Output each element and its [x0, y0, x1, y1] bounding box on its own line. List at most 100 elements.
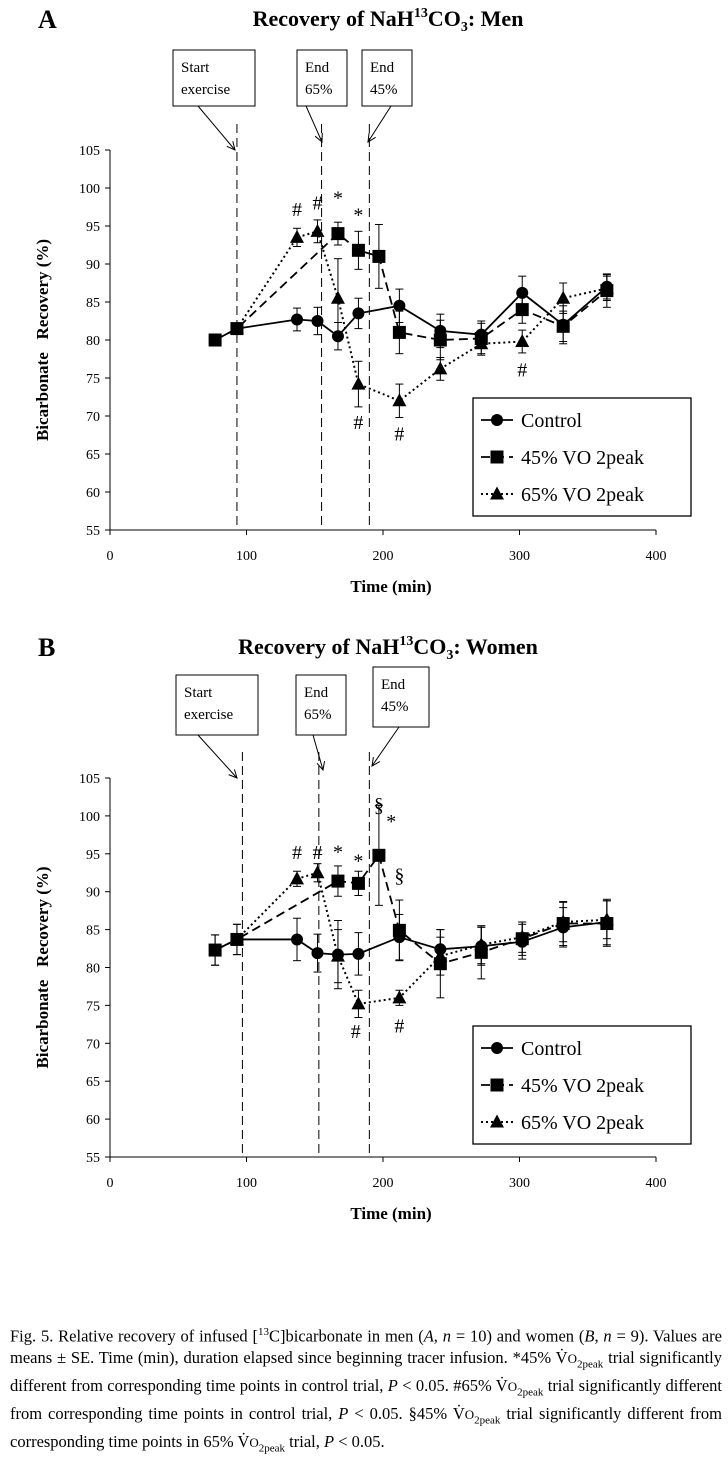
significance-mark: #	[292, 842, 302, 864]
data-point	[290, 229, 305, 243]
data-point	[310, 865, 325, 879]
series-line	[214, 232, 608, 341]
chart-women: B Recovery of NaH13CO3: Women 55 60 65 70 75 80…	[33, 633, 692, 1223]
series-square	[208, 221, 614, 361]
y-axis-label-word: Bicarbonate	[33, 979, 52, 1068]
caption-part: trial significantly different from corre…	[10, 1347, 722, 1395]
data-point	[208, 943, 222, 957]
event-label-box	[361, 49, 413, 107]
legend-label: Control	[521, 1038, 583, 1060]
y-axis-label-gap	[33, 967, 52, 980]
title-part: 13	[399, 634, 413, 649]
y-axis-label-word: Recovery (%)	[33, 866, 52, 967]
legend-entry: Control	[481, 410, 583, 432]
y-tick-label: 100	[79, 182, 100, 197]
caption-part: n	[442, 1326, 451, 1346]
chart-men: A Recovery of NaH13CO3: Men 55 60 65 70 75 80 85…	[33, 5, 692, 596]
data-point	[556, 290, 571, 304]
y-axis-label-gap	[33, 340, 52, 353]
data-point	[372, 848, 386, 862]
x-tick-label: 300	[509, 1176, 530, 1191]
caption-part: C]bicarbonate in men (	[269, 1326, 424, 1346]
event-label-box	[372, 666, 430, 728]
x-tick-label: 0	[107, 549, 114, 564]
caption-part: O	[249, 1435, 259, 1451]
significance-mark: #	[312, 842, 322, 864]
data-point	[208, 333, 222, 347]
caption-part: trial significantly different from corre…	[10, 1375, 723, 1424]
y-tick-label: 60	[86, 486, 100, 501]
title-part: : Men	[468, 6, 524, 31]
data-point	[330, 948, 345, 962]
event-label-text: End	[370, 60, 395, 76]
caption-part: = 9). Values are means ± SE. Time (min),…	[10, 1326, 723, 1367]
y-tick-label: 100	[79, 810, 100, 825]
significance-mark: §	[374, 794, 384, 816]
event-arrow	[371, 726, 400, 767]
event-label-text: 65%	[304, 707, 332, 723]
caption-part: trial,	[285, 1432, 324, 1452]
legend-marker	[491, 1042, 503, 1054]
data-point	[331, 874, 345, 888]
significance-mark: #	[517, 359, 527, 381]
event-arrow	[312, 734, 324, 771]
caption-part: < 0.05.	[334, 1432, 385, 1452]
title-part: Recovery of NaH	[238, 634, 399, 659]
y-tick-label: 95	[86, 220, 100, 235]
data-point	[352, 947, 365, 960]
legend-marker	[490, 1078, 504, 1092]
y-tick-label: 75	[86, 372, 100, 387]
arrow-head-icon	[228, 769, 238, 779]
caption-part: 13	[258, 1326, 269, 1338]
legend-marker	[490, 450, 504, 464]
title-part: CO	[428, 6, 461, 31]
series-line	[214, 853, 607, 965]
legend-label: 65% VO 2peak	[521, 1112, 644, 1134]
x-tick-label: 400	[646, 549, 667, 564]
caption-part: O	[464, 1407, 475, 1423]
arrow-head-icon	[367, 133, 376, 143]
event-label-text: End	[304, 685, 329, 701]
series-square	[208, 804, 614, 999]
significance-mark: *	[353, 204, 363, 226]
title-part: Recovery of NaH	[253, 6, 414, 31]
data-point	[311, 315, 324, 327]
series-circle	[209, 898, 613, 990]
caption-part: O	[507, 1378, 518, 1394]
panel-letter: B	[38, 633, 55, 662]
y-tick-label: 90	[86, 886, 100, 901]
caption-part: P	[324, 1432, 335, 1452]
significance-mark: #	[353, 412, 363, 434]
data-point	[433, 948, 448, 962]
data-point	[229, 321, 244, 335]
y-tick-label: 65	[86, 1075, 100, 1090]
y-tick-label: 105	[79, 772, 100, 787]
event-arrow	[367, 105, 392, 143]
y-axis-label: Bicarbonate Recovery (%)	[33, 866, 52, 1068]
caption-part: O	[567, 1350, 577, 1366]
data-point	[474, 937, 489, 951]
y-tick-label: 70	[86, 1037, 100, 1052]
caption-part: B	[584, 1326, 595, 1346]
data-point	[372, 249, 386, 263]
title-part: : Women	[453, 634, 538, 659]
legend-entry: 65% VO 2peak	[481, 484, 644, 506]
significance-mark: #	[351, 1021, 361, 1043]
x-axis-label: Time (min)	[350, 1204, 431, 1223]
legend-label: Control	[521, 410, 583, 432]
title-part: CO	[413, 634, 446, 659]
significance-mark: #	[312, 192, 322, 214]
data-point	[351, 996, 366, 1010]
event-label-text: End	[381, 677, 406, 693]
data-point	[311, 947, 324, 960]
legend-marker	[490, 1114, 504, 1128]
legend-entry: 45% VO 2peak	[481, 1075, 644, 1097]
legend	[472, 1025, 692, 1145]
figure-caption: Fig. 5. Relative recovery of infused [13…	[10, 1322, 722, 1460]
caption-part: P	[387, 1375, 398, 1395]
title-part: 3	[461, 20, 468, 35]
title-part: 13	[414, 6, 428, 21]
caption-part: Fig. 5. Relative recovery of infused [	[10, 1326, 258, 1346]
y-tick-label: 85	[86, 296, 100, 311]
data-point	[291, 313, 304, 326]
